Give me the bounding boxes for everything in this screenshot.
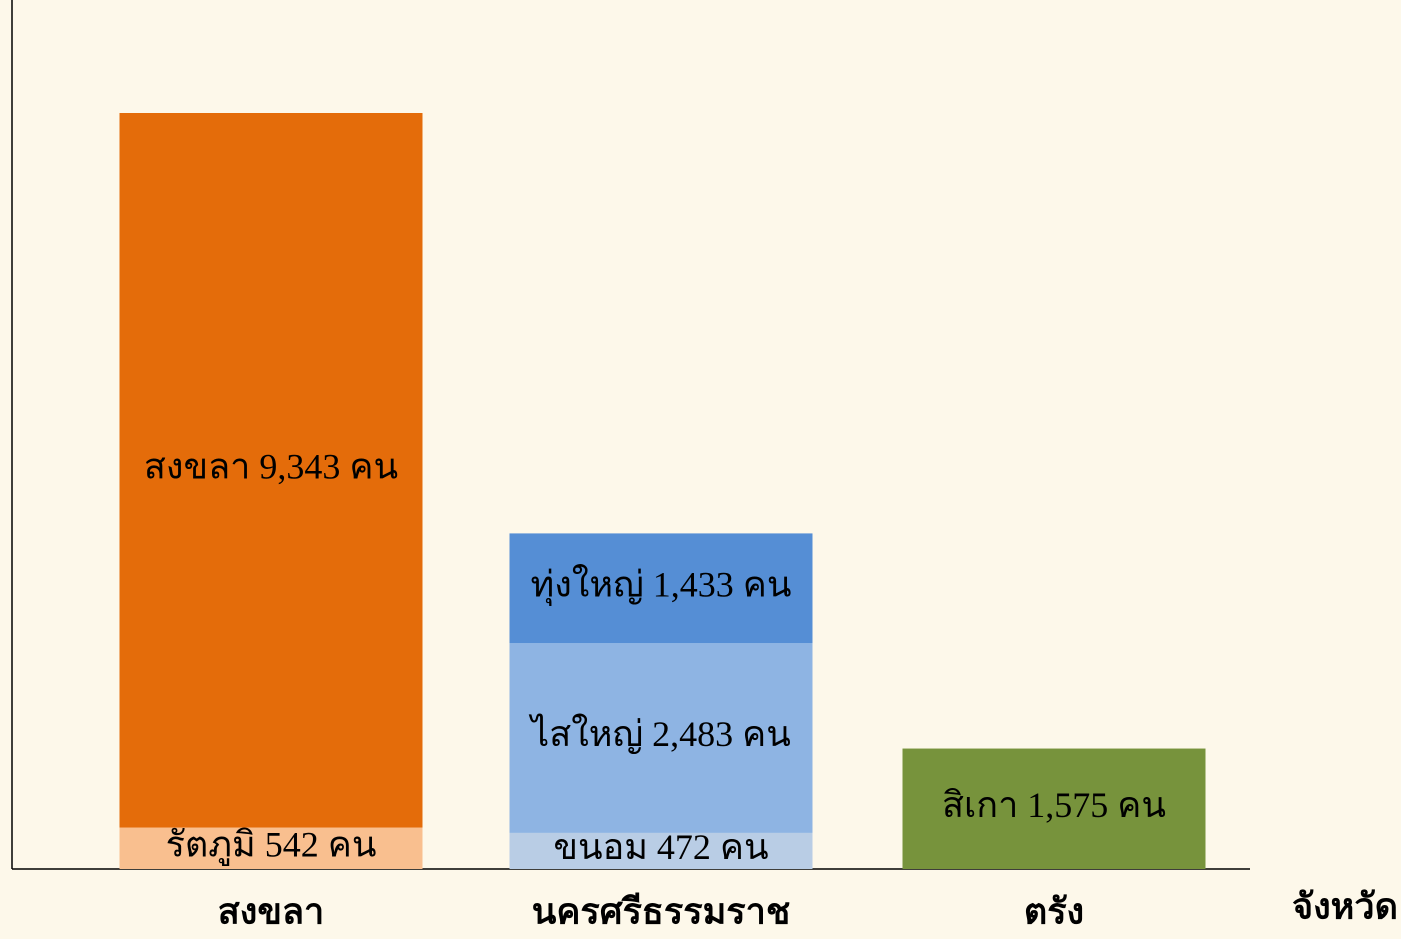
x-tick-label: ตรัง xyxy=(1024,891,1084,931)
data-label: ทุ่งใหญ่ 1,433 คน xyxy=(531,563,792,606)
chart: จังหวัด สงขลา รัตภูมิ 542 คน สงขลา 9,343 ค… xyxy=(0,0,1401,939)
data-label: สิเกา 1,575 คน xyxy=(942,785,1166,825)
data-label: ขนอม 472 คน xyxy=(553,827,768,867)
x-tick-label: นครศรีธรรมราช xyxy=(532,891,791,931)
x-tick-label: สงขลา xyxy=(218,891,324,931)
data-label: สงขลา 9,343 คน xyxy=(144,447,398,487)
x-axis-label: จังหวัด xyxy=(1292,886,1398,926)
data-label: รัตภูมิ 542 คน xyxy=(166,825,377,867)
data-label: ไสใหญ่ 2,483 คน xyxy=(528,713,791,754)
